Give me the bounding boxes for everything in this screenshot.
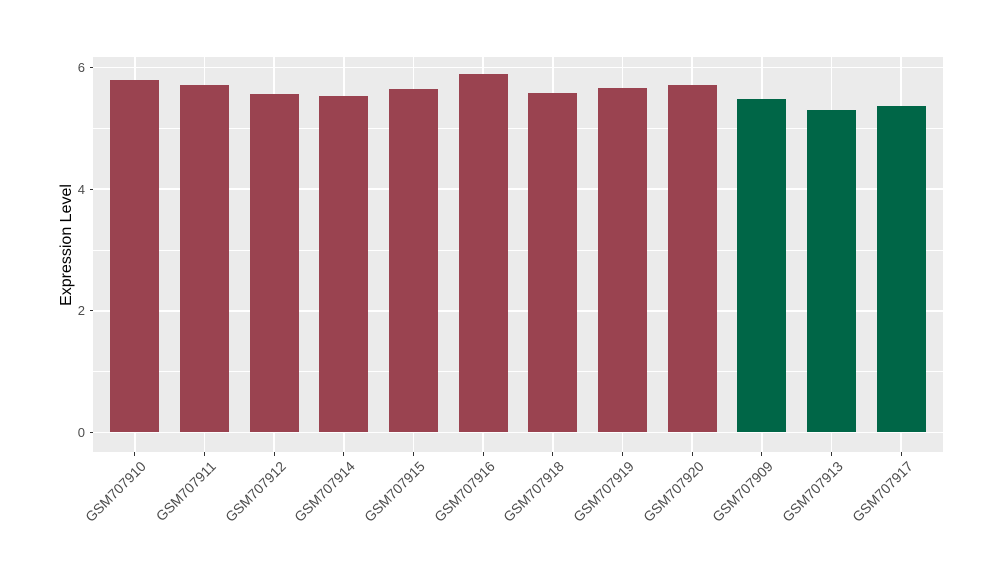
major-gridline-y — [93, 431, 943, 434]
major-gridline-y — [93, 188, 943, 190]
bar-GSM707917 — [876, 106, 926, 433]
bar-GSM707910 — [110, 80, 160, 433]
x-tick — [900, 452, 902, 456]
bar-GSM707919 — [598, 88, 647, 433]
x-tick-label-GSM707917: GSM707917 — [848, 458, 916, 525]
x-tick-label-GSM707912: GSM707912 — [221, 458, 289, 525]
x-tick-label-GSM707914: GSM707914 — [291, 458, 359, 525]
y-tick — [89, 432, 93, 433]
bar-GSM707909 — [737, 98, 787, 433]
x-tick — [203, 452, 205, 456]
y-tick-label: 0 — [77, 425, 85, 440]
x-tick-label-GSM707915: GSM707915 — [360, 458, 428, 525]
x-tick-label-GSM707918: GSM707918 — [500, 458, 568, 525]
x-tick-label-GSM707910: GSM707910 — [82, 458, 150, 525]
x-tick — [482, 452, 484, 456]
y-tick — [89, 310, 93, 312]
y-tick — [89, 188, 93, 190]
x-tick — [273, 452, 275, 456]
major-gridline-y — [93, 310, 943, 312]
plot-panel — [93, 57, 943, 452]
bar-GSM707912 — [249, 94, 299, 433]
x-tick — [343, 452, 345, 456]
x-tick-label-GSM707911: GSM707911 — [152, 458, 219, 525]
major-gridline-y — [93, 66, 943, 69]
y-tick-label: 4 — [77, 181, 85, 197]
y-axis-title: Expression Level — [58, 184, 75, 306]
x-tick — [412, 452, 414, 456]
x-tick — [552, 452, 554, 456]
x-tick — [761, 452, 763, 456]
x-tick — [831, 452, 833, 456]
minor-gridline-y — [93, 371, 943, 373]
minor-gridline-y — [93, 249, 943, 251]
bar-GSM707918 — [528, 93, 578, 433]
x-tick — [134, 452, 136, 456]
x-tick — [691, 452, 693, 456]
bar-GSM707920 — [667, 85, 717, 433]
x-tick-label-GSM707913: GSM707913 — [778, 458, 846, 525]
x-tick-label-GSM707920: GSM707920 — [639, 458, 707, 525]
x-tick-label-GSM707916: GSM707916 — [430, 458, 498, 525]
y-tick-label: 6 — [77, 60, 85, 76]
x-tick-label-GSM707919: GSM707919 — [569, 458, 637, 525]
x-tick-label-GSM707909: GSM707909 — [709, 458, 777, 525]
bar-GSM707916 — [458, 74, 508, 433]
bar-GSM707913 — [807, 110, 856, 433]
minor-gridline-y — [93, 127, 943, 129]
bar-GSM707914 — [319, 96, 369, 433]
x-tick — [622, 452, 623, 456]
bar-GSM707915 — [389, 89, 438, 433]
y-tick — [89, 67, 93, 69]
bar-GSM707911 — [180, 85, 229, 433]
y-tick-label: 2 — [77, 303, 85, 319]
